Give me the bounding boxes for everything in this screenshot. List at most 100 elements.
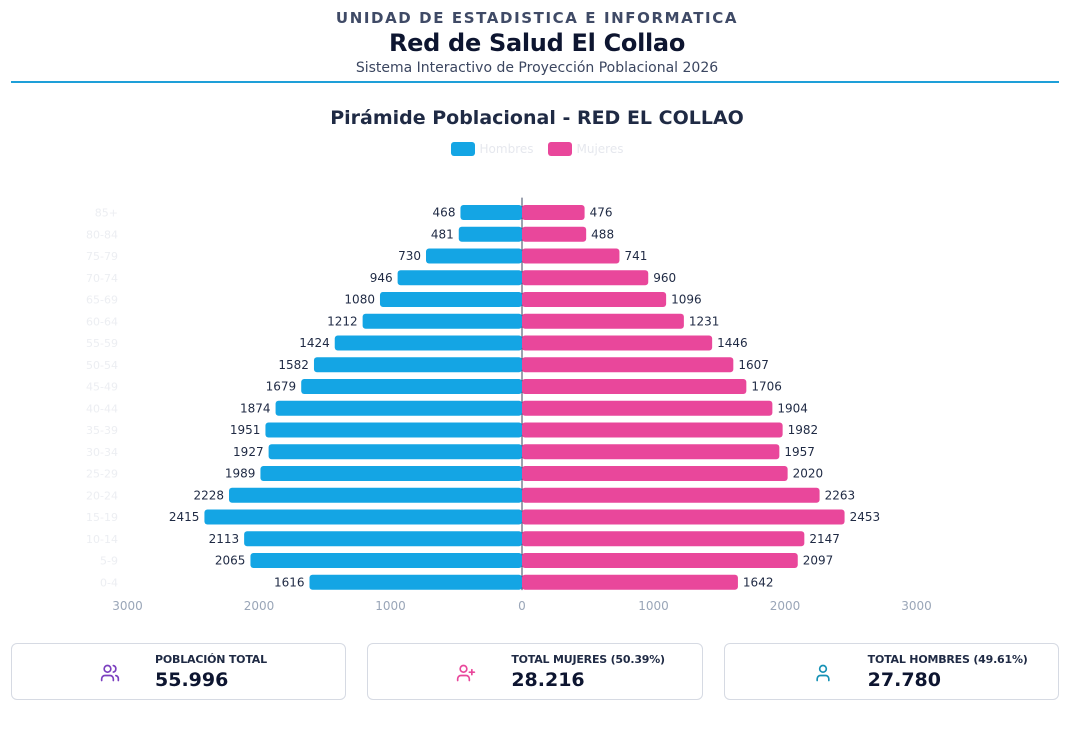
data-label-mujeres-45-49: 1706	[751, 380, 782, 394]
data-label-mujeres-65-69: 1096	[671, 293, 702, 307]
bar-hombres-10-14[interactable]	[244, 531, 522, 547]
category-label-25-29: 25-29	[86, 468, 118, 481]
legend-item-mujeres[interactable]: Mujeres	[547, 142, 623, 156]
card-poblacion-total: POBLACIÓN TOTAL 55.996	[11, 643, 347, 700]
bar-hombres-55-59[interactable]	[334, 335, 522, 351]
bar-mujeres-55-59[interactable]	[522, 335, 713, 351]
data-label-mujeres-5-9: 2097	[803, 554, 834, 568]
data-label-hombres-75-79: 730	[398, 249, 421, 263]
card-total-mujeres: TOTAL MUJERES (50.39%) 28.216	[367, 643, 703, 700]
x-tick-label: 0	[518, 599, 526, 613]
bar-mujeres-15-19[interactable]	[522, 509, 845, 525]
summary-cards: POBLACIÓN TOTAL 55.996 TOTAL MUJERES (50…	[11, 643, 1059, 700]
bar-mujeres-35-39[interactable]	[522, 422, 783, 438]
data-label-hombres-40-44: 1874	[240, 401, 271, 415]
bar-hombres-0-4[interactable]	[309, 574, 522, 590]
category-label-65-69: 65-69	[86, 294, 118, 307]
page-subtitle: Sistema Interactivo de Proyección Poblac…	[355, 60, 719, 76]
category-label-0-4: 0-4	[100, 576, 118, 589]
bar-hombres-70-74[interactable]	[397, 270, 522, 286]
bar-mujeres-65-69[interactable]	[522, 292, 667, 307]
card-label: POBLACIÓN TOTAL	[155, 653, 267, 666]
card-text-total: POBLACIÓN TOTAL 55.996	[155, 653, 267, 691]
legend-item-hombres[interactable]: Hombres	[450, 142, 534, 156]
bar-hombres-40-44[interactable]	[275, 400, 522, 416]
card-total-hombres: TOTAL HOMBRES (49.61%) 27.780	[723, 643, 1059, 700]
x-tick-label: 2000	[770, 599, 801, 613]
category-label-85+: 85+	[95, 207, 118, 220]
bar-hombres-65-69[interactable]	[379, 292, 522, 307]
bar-hombres-45-49[interactable]	[301, 379, 522, 394]
data-label-mujeres-20-24: 2263	[825, 488, 856, 502]
category-label-75-79: 75-79	[86, 250, 118, 263]
data-label-mujeres-55-59: 1446	[717, 336, 748, 350]
user-icon	[815, 664, 830, 682]
bar-mujeres-85+[interactable]	[522, 205, 585, 220]
bar-hombres-50-54[interactable]	[313, 357, 522, 373]
header-divider	[11, 81, 1059, 83]
category-label-50-54: 50-54	[86, 359, 118, 372]
category-label-70-74: 70-74	[86, 272, 118, 285]
bar-mujeres-0-4[interactable]	[522, 574, 738, 590]
org-name: UNIDAD DE ESTADISTICA E INFORMATICA	[335, 9, 739, 27]
category-label-15-19: 15-19	[86, 511, 118, 524]
header: UNIDAD DE ESTADISTICA E INFORMATICA Red …	[0, 0, 1074, 78]
page-title: Red de Salud El Collao	[388, 29, 686, 57]
bar-mujeres-50-54[interactable]	[522, 357, 734, 373]
data-label-mujeres-30-34: 1957	[784, 445, 815, 459]
legend-swatch-mujeres	[547, 142, 572, 156]
data-label-hombres-65-69: 1080	[344, 293, 375, 307]
x-tick-label: 3000	[112, 599, 143, 613]
data-label-hombres-0-4: 1616	[274, 575, 305, 589]
data-label-hombres-60-64: 1212	[327, 314, 358, 328]
data-label-mujeres-80-84: 488	[591, 227, 614, 241]
bar-mujeres-80-84[interactable]	[522, 226, 587, 242]
bar-hombres-5-9[interactable]	[250, 553, 522, 568]
bar-hombres-30-34[interactable]	[268, 444, 522, 460]
card-value: 55.996	[155, 669, 229, 691]
bar-hombres-35-39[interactable]	[265, 422, 522, 438]
data-label-mujeres-40-44: 1904	[777, 401, 808, 415]
card-label: TOTAL HOMBRES (49.61%)	[867, 653, 1028, 666]
bar-mujeres-60-64[interactable]	[522, 313, 684, 329]
bar-mujeres-45-49[interactable]	[522, 379, 747, 394]
data-label-hombres-10-14: 2113	[209, 532, 240, 546]
card-value: 27.780	[867, 669, 941, 691]
category-label-60-64: 60-64	[86, 315, 118, 328]
category-label-45-49: 45-49	[86, 381, 118, 394]
pyramid-plot: 1616 1642 0-4 2065 2097 5-9 2113 2147 10-14 2415 2…	[86, 197, 932, 613]
bar-mujeres-5-9[interactable]	[522, 553, 798, 568]
bar-mujeres-40-44[interactable]	[522, 400, 773, 416]
data-label-hombres-80-84: 481	[431, 227, 454, 241]
data-label-mujeres-10-14: 2147	[809, 532, 840, 546]
data-label-mujeres-70-74: 960	[653, 271, 676, 285]
bar-mujeres-10-14[interactable]	[522, 531, 805, 547]
population-pyramid-chart: Pirámide Poblacional - RED EL COLLAO Hom…	[0, 100, 1074, 620]
data-label-mujeres-60-64: 1231	[689, 314, 720, 328]
category-label-5-9: 5-9	[100, 555, 118, 568]
chart-legend: Hombres Mujeres	[0, 142, 1074, 156]
x-tick-label: 3000	[901, 599, 932, 613]
bar-hombres-80-84[interactable]	[458, 226, 522, 242]
bar-mujeres-20-24[interactable]	[522, 487, 820, 503]
bar-hombres-25-29[interactable]	[260, 466, 522, 481]
bar-hombres-75-79[interactable]	[426, 248, 522, 264]
data-label-hombres-20-24: 2228	[193, 488, 224, 502]
bar-hombres-20-24[interactable]	[229, 487, 522, 503]
data-label-hombres-45-49: 1679	[266, 380, 297, 394]
bar-hombres-60-64[interactable]	[362, 313, 522, 329]
card-value: 28.216	[511, 669, 585, 691]
bar-hombres-85+[interactable]	[460, 205, 522, 220]
bar-hombres-15-19[interactable]	[204, 509, 523, 525]
bar-mujeres-30-34[interactable]	[522, 444, 780, 460]
data-label-mujeres-85+: 476	[590, 206, 613, 220]
users-icon	[100, 664, 120, 682]
bar-mujeres-25-29[interactable]	[522, 466, 788, 481]
card-text-mujeres: TOTAL MUJERES (50.39%) 28.216	[511, 653, 665, 691]
data-label-mujeres-25-29: 2020	[793, 467, 824, 481]
data-label-hombres-25-29: 1989	[225, 467, 256, 481]
legend-swatch-hombres	[450, 142, 475, 156]
bar-mujeres-75-79[interactable]	[522, 248, 620, 264]
bar-mujeres-70-74[interactable]	[522, 270, 649, 286]
legend-label-hombres: Hombres	[479, 142, 534, 156]
